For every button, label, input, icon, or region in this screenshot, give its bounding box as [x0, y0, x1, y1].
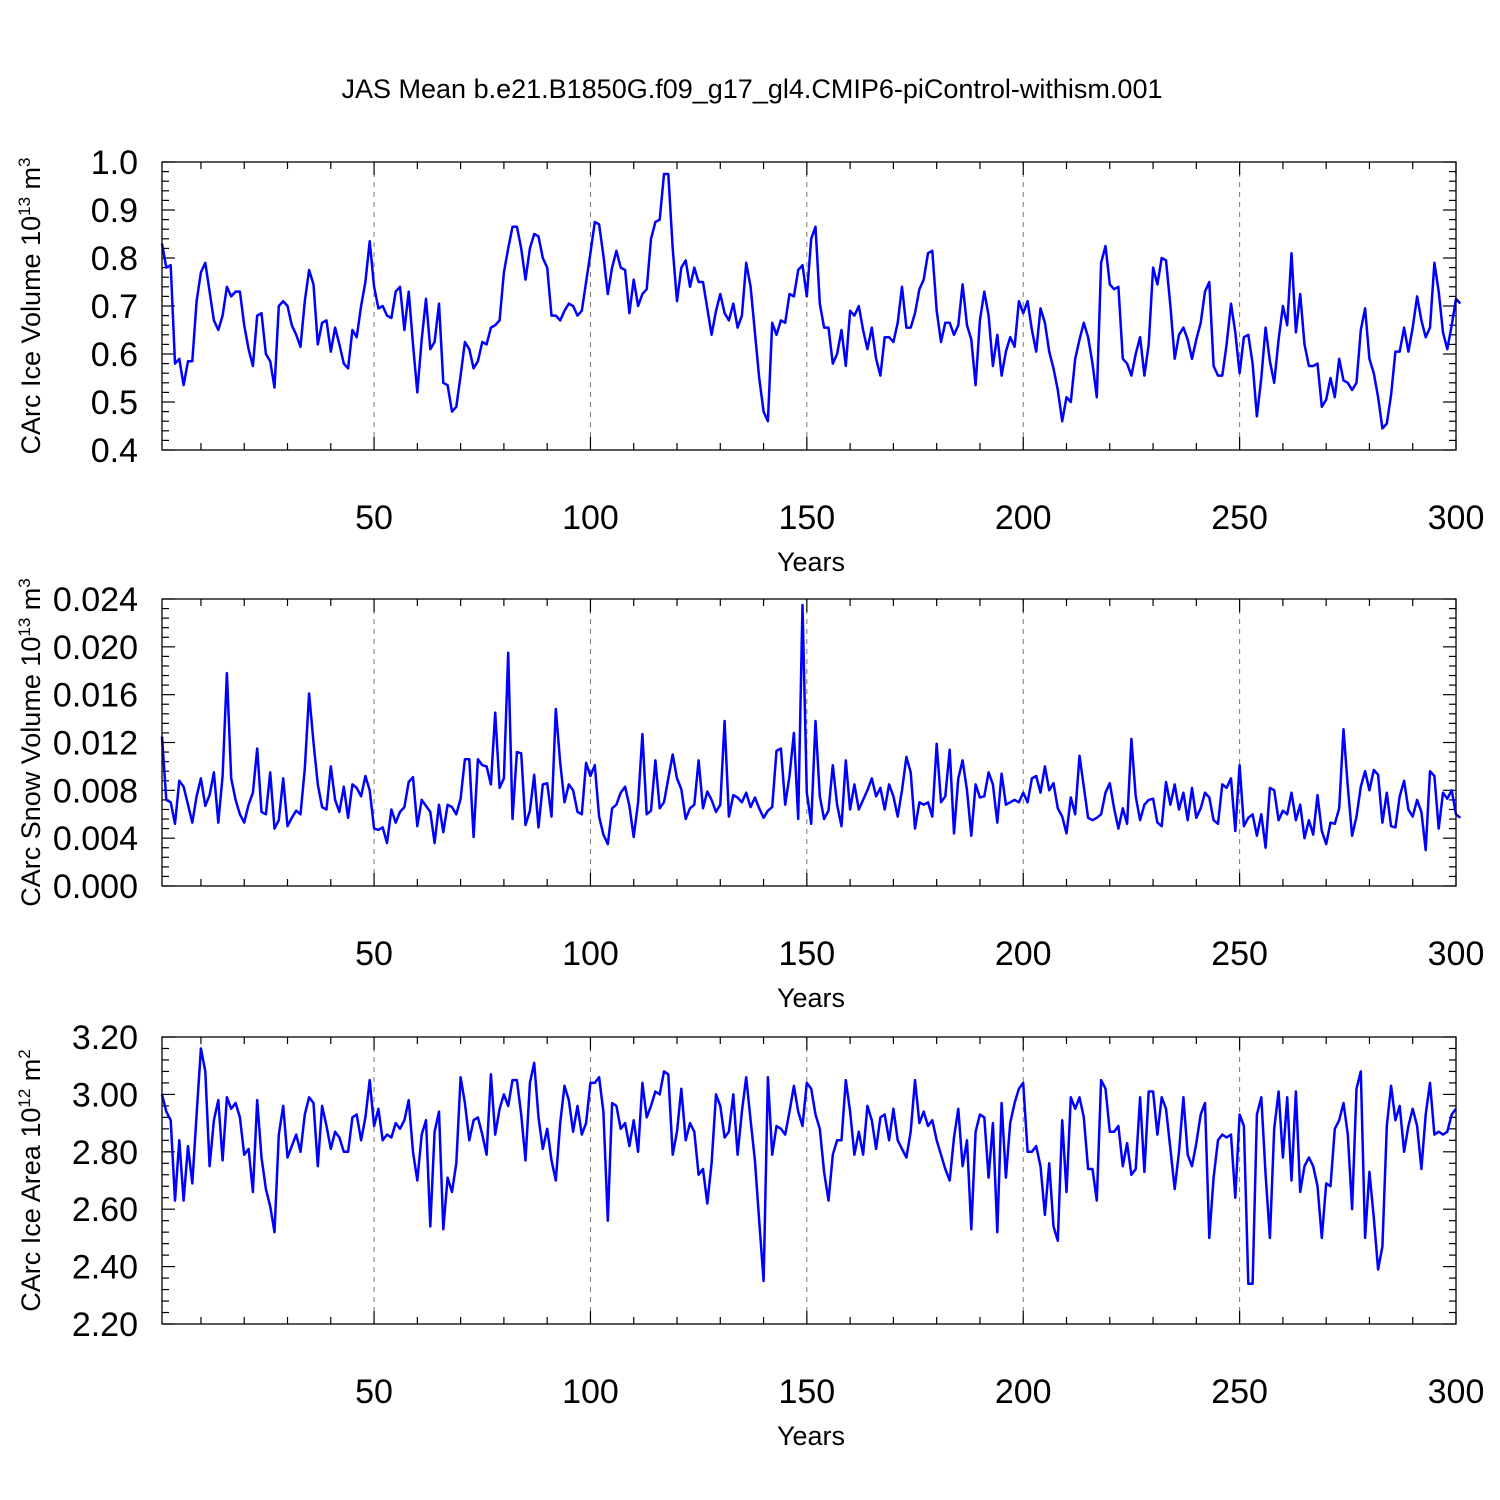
y-tick-label: 0.004 [53, 820, 138, 858]
y-axis-label: CArc Ice Area 1012 m2 [15, 1049, 46, 1312]
x-tick-label: 250 [1211, 1373, 1268, 1411]
x-tick-label: 100 [562, 1373, 619, 1411]
y-tick-label: 0.9 [91, 192, 138, 230]
plot-frame [161, 1036, 1457, 1325]
y-tick-label: 3.00 [72, 1076, 138, 1114]
series-line [160, 1047, 1457, 1286]
chart-panel-1: 50 100 150 200 250 300 0.4 0.5 0.6 0.7 0.8 0.9 1.0 Ye… [15, 144, 1484, 577]
plot-frame [161, 598, 1457, 887]
x-tick-label: 250 [1211, 499, 1268, 537]
x-tick-label: 200 [995, 1373, 1052, 1411]
x-tick-label: 100 [562, 935, 619, 973]
y-tick-label: 0.5 [91, 384, 138, 422]
y-tick-label: 0.000 [53, 868, 138, 906]
x-tick-label: 300 [1428, 1373, 1485, 1411]
y-tick-label: 0.020 [53, 629, 138, 667]
x-tick-label: 150 [778, 1373, 835, 1411]
x-tick-label: 300 [1428, 499, 1485, 537]
x-tick-label: 100 [562, 499, 619, 537]
x-tick-label: 150 [778, 499, 835, 537]
series-line [160, 172, 1462, 430]
x-tick-label: 250 [1211, 935, 1268, 973]
chart-panel-3: 50 100 150 200 250 300 2.20 2.40 2.60 2.80 3.00 3.2… [15, 1019, 1484, 1451]
y-tick-label: 0.4 [91, 432, 138, 470]
y-tick-label: 2.40 [72, 1249, 138, 1287]
y-tick-label: 2.60 [72, 1191, 138, 1229]
plot-frame [161, 161, 1457, 451]
x-tick-label: 50 [355, 1373, 393, 1411]
x-tick-label: 200 [995, 935, 1052, 973]
y-axis-label: CArc Snow Volume 1013 m3 [15, 578, 46, 907]
series-line [160, 603, 1462, 852]
x-tick-label: 150 [778, 935, 835, 973]
x-tick-label: 50 [355, 499, 393, 537]
y-tick-label: 0.008 [53, 772, 138, 810]
chart-panel-2: 50 100 150 200 250 300 0.000 0.004 0.008 0.012 0.0… [15, 578, 1484, 1013]
y-tick-label: 0.7 [91, 288, 138, 326]
y-tick-label: 0.012 [53, 725, 138, 763]
y-tick-label: 0.8 [91, 240, 138, 278]
y-tick-label: 0.016 [53, 677, 138, 715]
x-axis-label: Years [777, 1421, 845, 1451]
y-tick-label: 1.0 [91, 144, 138, 182]
x-axis-label: Years [777, 983, 845, 1013]
x-axis-label: Years [777, 547, 845, 577]
y-tick-label: 0.6 [91, 336, 138, 374]
y-tick-label: 2.80 [72, 1134, 138, 1172]
y-tick-label: 2.20 [72, 1306, 138, 1344]
chart-title: JAS Mean b.e21.B1850G.f09_g17_gl4.CMIP6-… [342, 74, 1163, 104]
x-tick-label: 200 [995, 499, 1052, 537]
y-tick-label: 3.20 [72, 1019, 138, 1057]
x-tick-label: 300 [1428, 935, 1485, 973]
y-tick-label: 0.024 [53, 581, 138, 619]
x-tick-label: 50 [355, 935, 393, 973]
y-axis-label: CArc Ice Volume 1013 m3 [15, 157, 46, 454]
